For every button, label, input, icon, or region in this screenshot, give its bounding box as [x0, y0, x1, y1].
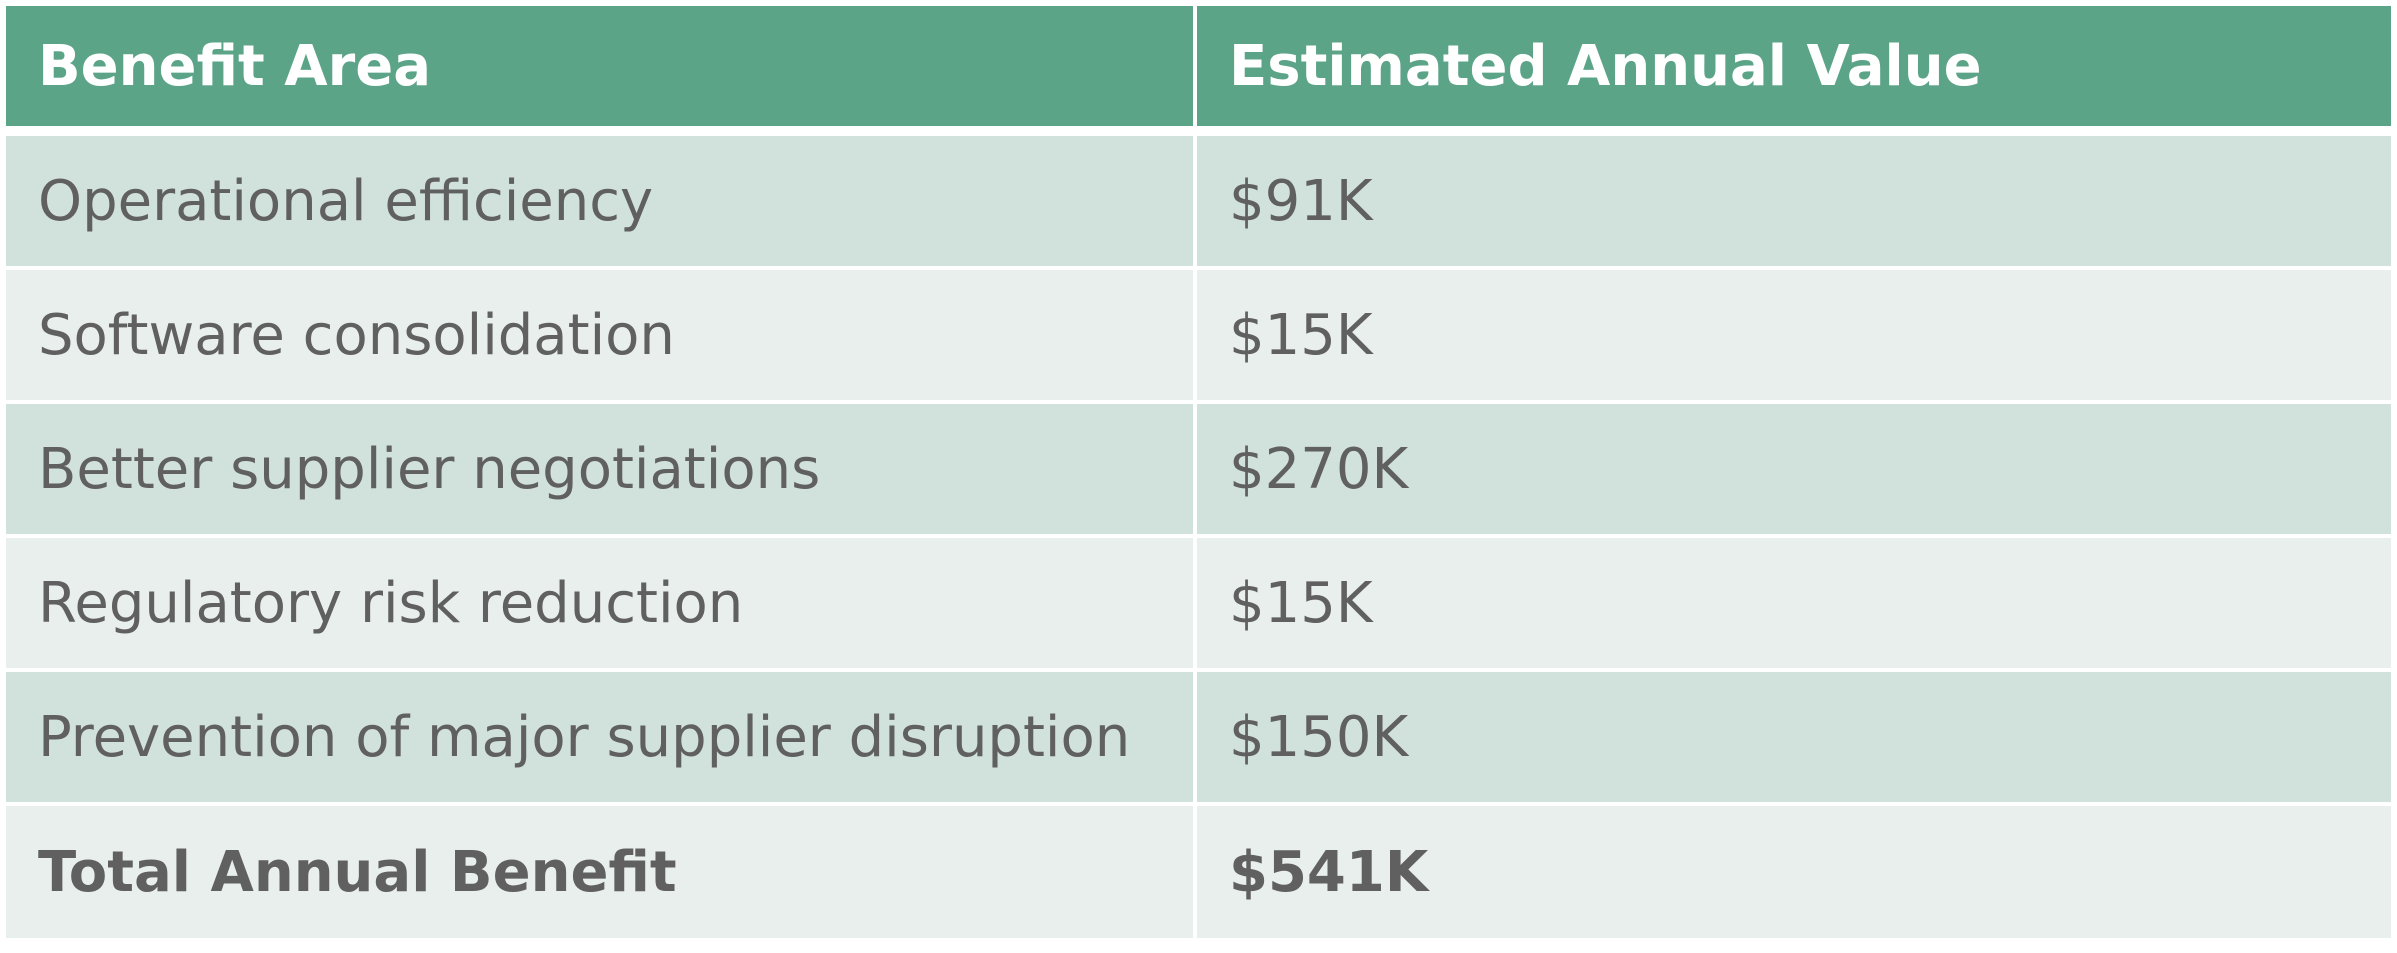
annual-value-cell: $270K: [1197, 404, 2391, 538]
annual-value-cell: $15K: [1197, 270, 2391, 404]
table-header-row: Benefit Area Estimated Annual Value: [6, 6, 2391, 136]
header-estimated-annual-value: Estimated Annual Value: [1197, 6, 2391, 136]
benefit-area-cell: Regulatory risk reduction: [6, 538, 1197, 672]
benefit-area-cell: Operational efficiency: [6, 136, 1197, 270]
total-value-cell: $541K: [1197, 806, 2391, 938]
annual-value-cell: $150K: [1197, 672, 2391, 806]
table-row: Software consolidation $15K: [6, 270, 2391, 404]
total-label-cell: Total Annual Benefit: [6, 806, 1197, 938]
header-benefit-area: Benefit Area: [6, 6, 1197, 136]
benefit-area-cell: Software consolidation: [6, 270, 1197, 404]
table-row: Better supplier negotiations $270K: [6, 404, 2391, 538]
table-row: Operational efficiency $91K: [6, 136, 2391, 270]
annual-value-cell: $15K: [1197, 538, 2391, 672]
benefit-table: Benefit Area Estimated Annual Value Oper…: [6, 6, 2391, 938]
table-row: Regulatory risk reduction $15K: [6, 538, 2391, 672]
benefit-area-cell: Better supplier negotiations: [6, 404, 1197, 538]
total-row: Total Annual Benefit $541K: [6, 806, 2391, 938]
table-row: Prevention of major supplier disruption …: [6, 672, 2391, 806]
benefit-table-container: Benefit Area Estimated Annual Value Oper…: [6, 6, 2391, 938]
benefit-area-cell: Prevention of major supplier disruption: [6, 672, 1197, 806]
annual-value-cell: $91K: [1197, 136, 2391, 270]
